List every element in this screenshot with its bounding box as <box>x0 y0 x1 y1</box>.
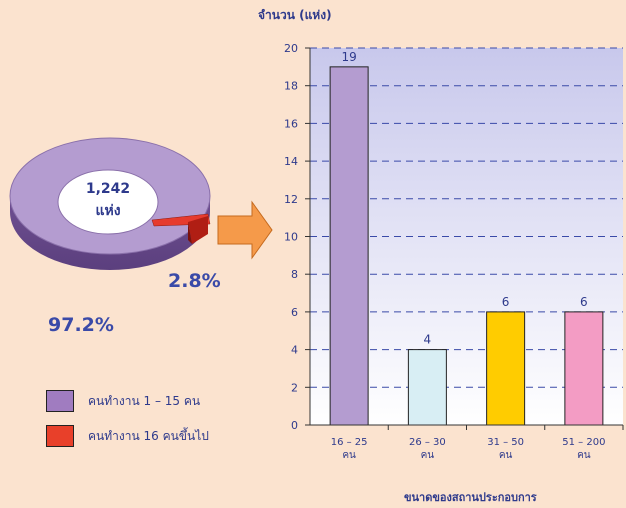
legend-label-large: คนทำงาน 16 คนขึ้นไป <box>88 428 209 443</box>
donut-chart <box>9 137 211 270</box>
y-tick-label: 4 <box>291 344 298 357</box>
bar <box>329 66 369 426</box>
bar-chart: 19 4 6 6 0 2 4 6 8 10 12 14 16 18 20 16 – 25 คน 26 – 30 ค… <box>284 42 624 461</box>
x-tick-label: 31 – 50 <box>487 437 524 448</box>
y-tick-label: 8 <box>291 268 298 281</box>
x-tick-label-unit: คน <box>421 450 435 461</box>
legend-swatch-large <box>46 425 74 447</box>
legend-label-small: คนทำงาน 1 – 15 คน <box>88 393 201 408</box>
legend-swatch-small <box>46 390 74 412</box>
bar-value-label: 6 <box>502 295 510 309</box>
donut-center-unit: แห่ง <box>95 203 121 219</box>
pct-major-label: 97.2% <box>48 314 114 336</box>
x-tick-label-unit: คน <box>577 450 591 461</box>
legend-item-small: คนทำงาน 1 – 15 คน <box>46 390 200 412</box>
bar <box>407 349 447 426</box>
y-tick-label: 0 <box>291 419 298 432</box>
x-tick-label: 16 – 25 <box>331 437 368 448</box>
x-tick-label-unit: คน <box>342 450 356 461</box>
x-axis-title: ขนาดของสถานประกอบการ <box>404 491 537 504</box>
bar <box>486 311 526 426</box>
bar-value-label: 19 <box>341 50 356 64</box>
y-tick-label: 18 <box>284 80 298 93</box>
y-tick-label: 20 <box>284 42 298 55</box>
donut-slice-minor <box>151 213 211 244</box>
y-tick-label: 16 <box>284 117 298 130</box>
x-tick-label: 26 – 30 <box>409 437 446 448</box>
y-tick-label: 14 <box>284 155 298 168</box>
y-axis-title: จำนวน (แห่ง) <box>258 8 332 22</box>
pct-minor-label: 2.8% <box>168 270 221 292</box>
donut-center-value: 1,242 <box>85 181 131 197</box>
bar <box>564 311 604 426</box>
y-tick-label: 10 <box>284 231 298 244</box>
y-tick-label: 6 <box>291 306 298 319</box>
y-tick-label: 12 <box>284 193 298 206</box>
bar-value-label: 4 <box>424 333 432 347</box>
y-tick-label: 2 <box>291 381 298 394</box>
x-tick-label-unit: คน <box>499 450 513 461</box>
donut-hole <box>57 169 159 235</box>
legend-item-large: คนทำงาน 16 คนขึ้นไป <box>46 425 209 447</box>
arrow-right-icon <box>217 200 273 260</box>
donut-center-label: 1,242 แห่ง <box>58 178 158 222</box>
x-tick-label: 51 – 200 <box>562 437 605 448</box>
bar-value-label: 6 <box>580 295 588 309</box>
